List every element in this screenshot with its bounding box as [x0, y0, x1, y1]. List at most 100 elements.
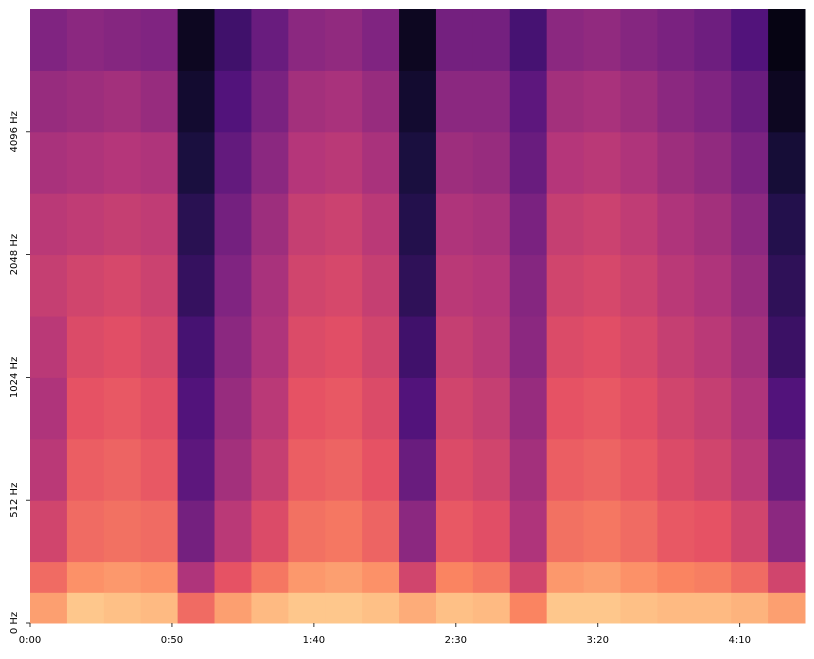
spectrogram-cell [768, 9, 806, 71]
spectrogram-cell [509, 193, 548, 256]
spectrogram-cell [694, 561, 732, 593]
spectrogram-cell [399, 561, 437, 593]
spectrogram-cell [657, 561, 695, 593]
spectrogram-cell [731, 70, 769, 133]
spectrogram-cell [620, 254, 658, 317]
spectrogram-cell [694, 131, 732, 194]
spectrogram-cell [620, 377, 658, 440]
spectrogram-cell [509, 592, 548, 624]
y-tick-label: 512 Hz [9, 483, 20, 518]
spectrogram-cell [362, 377, 400, 440]
spectrogram-cell [620, 438, 658, 501]
spectrogram-cell [546, 561, 585, 593]
spectrogram-cell [177, 193, 216, 256]
spectrogram-cell [325, 316, 363, 378]
spectrogram-cell [214, 254, 252, 317]
spectrogram-cell [140, 131, 179, 194]
spectrogram-cell [768, 561, 806, 593]
spectrogram-cell [288, 70, 326, 133]
spectrogram-cell [103, 316, 142, 378]
spectrogram-cell [768, 377, 806, 440]
spectrogram-cell [251, 561, 289, 593]
spectrogram-cell [472, 316, 511, 378]
spectrogram-cell [177, 592, 216, 624]
spectrogram-cell [620, 592, 658, 624]
spectrogram-cell [435, 9, 474, 71]
spectrogram-cell [546, 193, 585, 256]
spectrogram-cell [177, 70, 216, 133]
spectrogram-cell [435, 193, 474, 256]
spectrogram-cell [731, 377, 769, 440]
spectrogram-cell [435, 316, 474, 378]
y-tick-label: 2048 Hz [9, 234, 20, 275]
spectrogram-cell [546, 316, 585, 378]
spectrogram-cell [657, 9, 695, 71]
spectrogram-cell [435, 70, 474, 133]
spectrogram-cell [66, 561, 105, 593]
spectrogram-cell [325, 500, 363, 563]
spectrogram-cell [214, 193, 252, 256]
spectrogram-cell [472, 9, 511, 71]
spectrogram-cell [657, 131, 695, 194]
spectrogram-cell [731, 438, 769, 501]
spectrogram-cell [362, 592, 400, 624]
spectrogram-cell [288, 316, 326, 378]
spectrogram-cell [325, 70, 363, 133]
spectrogram-cell [694, 9, 732, 71]
spectrogram-cell [657, 438, 695, 501]
spectrogram-cell [103, 70, 142, 133]
spectrogram-cell [583, 561, 621, 593]
spectrogram-cell [177, 561, 216, 593]
spectrogram-cell [140, 561, 179, 593]
spectrogram-cell [103, 500, 142, 563]
spectrogram-cell [472, 254, 511, 317]
spectrogram-cell [66, 193, 105, 256]
spectrogram-cell [66, 131, 105, 194]
spectrogram-cell [140, 500, 179, 563]
spectrogram-cell [103, 131, 142, 194]
spectrogram-cell [583, 131, 621, 194]
spectrogram-cell [30, 193, 68, 256]
spectrogram-cell [30, 9, 68, 71]
spectrogram-cell [140, 254, 179, 317]
spectrogram-cell [362, 131, 400, 194]
spectrogram-cell [325, 9, 363, 71]
spectrogram-cell [620, 70, 658, 133]
spectrogram-cell [472, 193, 511, 256]
spectrogram-cell [768, 131, 806, 194]
spectrogram-cell [251, 438, 289, 501]
spectrogram-cell [694, 438, 732, 501]
spectrogram-cell [546, 254, 585, 317]
spectrogram-cell [435, 561, 474, 593]
spectrogram-cell [694, 316, 732, 378]
spectrogram-cell [509, 316, 548, 378]
spectrogram-cell [251, 131, 289, 194]
spectrogram-cell [325, 592, 363, 624]
spectrogram-cell [657, 500, 695, 563]
spectrogram-cell [66, 438, 105, 501]
spectrogram-cell [657, 316, 695, 378]
spectrogram-cell [694, 500, 732, 563]
spectrogram-cell [177, 131, 216, 194]
spectrogram-cell [768, 316, 806, 378]
spectrogram-cell [288, 377, 326, 440]
spectrogram-cell [325, 193, 363, 256]
spectrogram-cell [472, 561, 511, 593]
spectrogram-cell [66, 9, 105, 71]
spectrogram-cell [251, 70, 289, 133]
spectrogram-cell [657, 592, 695, 624]
spectrogram-cell [399, 500, 437, 563]
spectrogram-cell [30, 592, 68, 624]
spectrogram-cell [288, 438, 326, 501]
spectrogram-cell [251, 500, 289, 563]
spectrogram-cell [177, 254, 216, 317]
spectrogram-cell [583, 70, 621, 133]
spectrogram-cell [583, 254, 621, 317]
spectrogram-cell [731, 561, 769, 593]
spectrogram-cell [399, 193, 437, 256]
spectrogram-cell [30, 377, 68, 440]
spectrogram-cell [694, 193, 732, 256]
spectrogram-cell [657, 377, 695, 440]
spectrogram-cell [251, 254, 289, 317]
